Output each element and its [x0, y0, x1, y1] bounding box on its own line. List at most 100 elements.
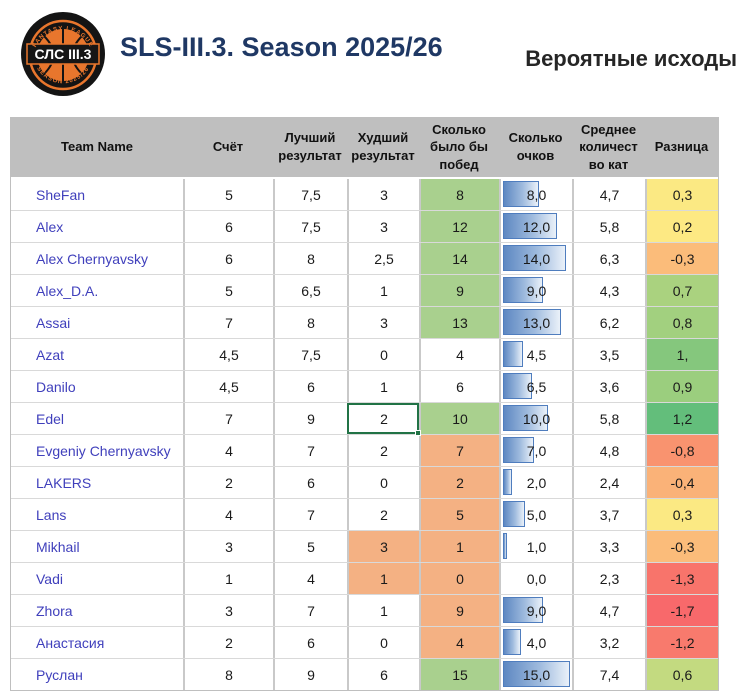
- cell-points[interactable]: 14,0: [499, 243, 572, 274]
- cell-difference[interactable]: 0,7: [645, 275, 718, 306]
- cell-worst-result[interactable]: 3: [347, 211, 419, 242]
- cell-score[interactable]: 7: [183, 307, 273, 338]
- cell-points[interactable]: 15,0: [499, 659, 572, 690]
- cell-team-name[interactable]: Vadi: [11, 563, 183, 594]
- cell-score[interactable]: 4: [183, 435, 273, 466]
- cell-avg-categories[interactable]: 7,4: [572, 659, 645, 690]
- cell-avg-categories[interactable]: 6,3: [572, 243, 645, 274]
- cell-best-result[interactable]: 8: [273, 307, 347, 338]
- cell-avg-categories[interactable]: 5,8: [572, 403, 645, 434]
- cell-points[interactable]: 10,0: [499, 403, 572, 434]
- cell-best-result[interactable]: 9: [273, 403, 347, 434]
- cell-would-be-wins[interactable]: 10: [419, 403, 499, 434]
- cell-difference[interactable]: 0,9: [645, 371, 718, 402]
- cell-difference[interactable]: -0,3: [645, 243, 718, 274]
- cell-worst-result[interactable]: 2: [347, 499, 419, 530]
- cell-difference[interactable]: -0,8: [645, 435, 718, 466]
- cell-would-be-wins[interactable]: 15: [419, 659, 499, 690]
- cell-team-name[interactable]: Анастасия: [11, 627, 183, 658]
- cell-avg-categories[interactable]: 4,7: [572, 595, 645, 626]
- cell-avg-categories[interactable]: 2,4: [572, 467, 645, 498]
- column-header-team-name[interactable]: Team Name: [60, 139, 133, 155]
- cell-score[interactable]: 4,5: [183, 339, 273, 370]
- cell-team-name[interactable]: Lans: [11, 499, 183, 530]
- cell-would-be-wins[interactable]: 0: [419, 563, 499, 594]
- cell-best-result[interactable]: 7,5: [273, 211, 347, 242]
- cell-would-be-wins[interactable]: 14: [419, 243, 499, 274]
- cell-best-result[interactable]: 7: [273, 499, 347, 530]
- cell-would-be-wins[interactable]: 8: [419, 179, 499, 210]
- cell-points[interactable]: 7,0: [499, 435, 572, 466]
- column-header-worst-result[interactable]: Худший результат: [351, 130, 415, 163]
- cell-score[interactable]: 8: [183, 659, 273, 690]
- cell-best-result[interactable]: 6: [273, 371, 347, 402]
- cell-would-be-wins[interactable]: 6: [419, 371, 499, 402]
- cell-best-result[interactable]: 6: [273, 627, 347, 658]
- column-header-avg-categories[interactable]: Среднее количест во кат: [579, 121, 638, 172]
- cell-best-result[interactable]: 4: [273, 563, 347, 594]
- cell-would-be-wins[interactable]: 12: [419, 211, 499, 242]
- cell-best-result[interactable]: 7,5: [273, 179, 347, 210]
- column-header-points[interactable]: Сколько очков: [508, 130, 563, 163]
- column-header-best-result[interactable]: Лучший результат: [278, 130, 342, 163]
- cell-would-be-wins[interactable]: 5: [419, 499, 499, 530]
- cell-team-name[interactable]: LAKERS: [11, 467, 183, 498]
- cell-would-be-wins[interactable]: 1: [419, 531, 499, 562]
- cell-avg-categories[interactable]: 6,2: [572, 307, 645, 338]
- cell-would-be-wins[interactable]: 9: [419, 275, 499, 306]
- cell-difference[interactable]: 0,2: [645, 211, 718, 242]
- cell-avg-categories[interactable]: 3,2: [572, 627, 645, 658]
- cell-points[interactable]: 9,0: [499, 595, 572, 626]
- cell-best-result[interactable]: 6: [273, 467, 347, 498]
- cell-worst-result[interactable]: 6: [347, 659, 419, 690]
- cell-score[interactable]: 6: [183, 211, 273, 242]
- cell-avg-categories[interactable]: 4,7: [572, 179, 645, 210]
- cell-score[interactable]: 4,5: [183, 371, 273, 402]
- cell-avg-categories[interactable]: 5,8: [572, 211, 645, 242]
- cell-score[interactable]: 1: [183, 563, 273, 594]
- cell-team-name[interactable]: Edel: [11, 403, 183, 434]
- cell-avg-categories[interactable]: 4,8: [572, 435, 645, 466]
- cell-points[interactable]: 8,0: [499, 179, 572, 210]
- cell-difference[interactable]: 1,2: [645, 403, 718, 434]
- cell-worst-result-selected[interactable]: 2: [347, 403, 421, 436]
- cell-team-name[interactable]: Alex: [11, 211, 183, 242]
- cell-score[interactable]: 3: [183, 531, 273, 562]
- cell-difference[interactable]: -1,7: [645, 595, 718, 626]
- cell-worst-result[interactable]: 3: [347, 307, 419, 338]
- cell-worst-result[interactable]: 0: [347, 467, 419, 498]
- cell-difference[interactable]: 1,: [645, 339, 718, 370]
- cell-points[interactable]: 2,0: [499, 467, 572, 498]
- cell-points[interactable]: 13,0: [499, 307, 572, 338]
- cell-worst-result[interactable]: 1: [347, 275, 419, 306]
- cell-avg-categories[interactable]: 3,3: [572, 531, 645, 562]
- cell-worst-result[interactable]: 1: [347, 595, 419, 626]
- cell-best-result[interactable]: 5: [273, 531, 347, 562]
- cell-difference[interactable]: 0,8: [645, 307, 718, 338]
- cell-points[interactable]: 9,0: [499, 275, 572, 306]
- cell-difference[interactable]: 0,3: [645, 179, 718, 210]
- cell-team-name[interactable]: Alex Chernyavsky: [11, 243, 183, 274]
- cell-worst-result[interactable]: 2,5: [347, 243, 419, 274]
- cell-best-result[interactable]: 7: [273, 435, 347, 466]
- cell-would-be-wins[interactable]: 4: [419, 339, 499, 370]
- cell-difference[interactable]: 0,3: [645, 499, 718, 530]
- cell-best-result[interactable]: 7: [273, 595, 347, 626]
- cell-would-be-wins[interactable]: 4: [419, 627, 499, 658]
- cell-team-name[interactable]: Mikhail: [11, 531, 183, 562]
- cell-points[interactable]: 4,5: [499, 339, 572, 370]
- cell-avg-categories[interactable]: 3,5: [572, 339, 645, 370]
- cell-difference[interactable]: -1,3: [645, 563, 718, 594]
- cell-score[interactable]: 6: [183, 243, 273, 274]
- cell-score[interactable]: 2: [183, 627, 273, 658]
- cell-would-be-wins[interactable]: 7: [419, 435, 499, 466]
- cell-score[interactable]: 3: [183, 595, 273, 626]
- cell-worst-result[interactable]: 0: [347, 627, 419, 658]
- column-header-difference[interactable]: Разница: [654, 139, 709, 155]
- cell-difference[interactable]: 0,6: [645, 659, 718, 690]
- cell-points[interactable]: 0,0: [499, 563, 572, 594]
- cell-team-name[interactable]: Azat: [11, 339, 183, 370]
- cell-worst-result[interactable]: 2: [347, 435, 419, 466]
- cell-points[interactable]: 5,0: [499, 499, 572, 530]
- cell-worst-result[interactable]: 1: [347, 563, 419, 594]
